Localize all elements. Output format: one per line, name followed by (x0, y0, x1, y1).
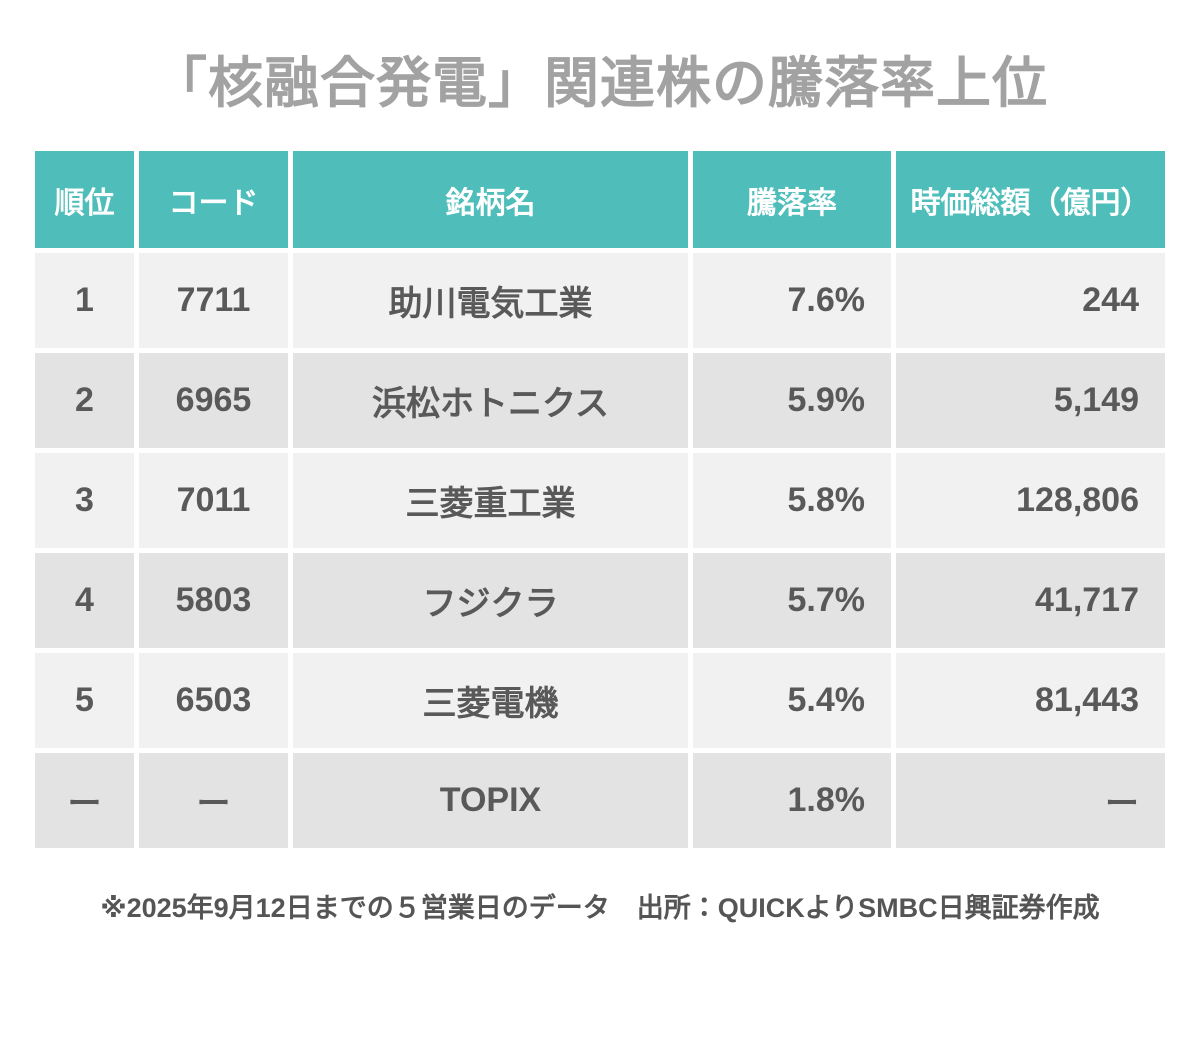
column-header-change: 騰落率 (693, 151, 891, 249)
footnote: ※2025年9月12日までの５営業日のデータ 出所：QUICKよりSMBC日興証… (100, 893, 1100, 924)
cell-name: フジクラ (293, 553, 688, 649)
table-row: 2 6965 浜松ホトニクス 5.9% 5,149 (35, 353, 1165, 449)
cell-rank: 1 (35, 253, 134, 349)
column-header-rank: 順位 (35, 151, 134, 249)
column-header-code: コード (139, 151, 288, 249)
cell-rank: ー (35, 753, 134, 849)
cell-name: 浜松ホトニクス (293, 353, 688, 449)
cell-change: 5.8% (693, 453, 891, 549)
table-header-row: 順位 コード 銘柄名 騰落率 時価総額（億円） (35, 151, 1165, 249)
table-row: 5 6503 三菱電機 5.4% 81,443 (35, 653, 1165, 749)
column-header-marketcap: 時価総額（億円） (896, 151, 1165, 249)
cell-name: TOPIX (293, 753, 688, 849)
table-row: 4 5803 フジクラ 5.7% 41,717 (35, 553, 1165, 649)
cell-code: 6503 (139, 653, 288, 749)
cell-change: 1.8% (693, 753, 891, 849)
cell-marketcap: 5,149 (896, 353, 1165, 449)
cell-marketcap: ー (896, 753, 1165, 849)
table-row: 3 7011 三菱重工業 5.8% 128,806 (35, 453, 1165, 549)
cell-change: 5.7% (693, 553, 891, 649)
table-row-topix: ー ー TOPIX 1.8% ー (35, 753, 1165, 849)
cell-name: 三菱電機 (293, 653, 688, 749)
cell-marketcap: 244 (896, 253, 1165, 349)
cell-change: 5.4% (693, 653, 891, 749)
cell-code: 5803 (139, 553, 288, 649)
stock-ranking-table: 順位 コード 銘柄名 騰落率 時価総額（億円） 1 7711 助川電気工業 7.… (35, 151, 1165, 849)
cell-marketcap: 128,806 (896, 453, 1165, 549)
page-title: 「核融合発電」関連株の騰落率上位 (151, 52, 1048, 114)
cell-change: 7.6% (693, 253, 891, 349)
cell-change: 5.9% (693, 353, 891, 449)
cell-marketcap: 41,717 (896, 553, 1165, 649)
cell-name: 三菱重工業 (293, 453, 688, 549)
cell-code: ー (139, 753, 288, 849)
cell-code: 7711 (139, 253, 288, 349)
table-row: 1 7711 助川電気工業 7.6% 244 (35, 253, 1165, 349)
cell-rank: 4 (35, 553, 134, 649)
column-header-name: 銘柄名 (293, 151, 688, 249)
cell-name: 助川電気工業 (293, 253, 688, 349)
cell-marketcap: 81,443 (896, 653, 1165, 749)
cell-rank: 3 (35, 453, 134, 549)
cell-code: 6965 (139, 353, 288, 449)
cell-code: 7011 (139, 453, 288, 549)
cell-rank: 5 (35, 653, 134, 749)
cell-rank: 2 (35, 353, 134, 449)
